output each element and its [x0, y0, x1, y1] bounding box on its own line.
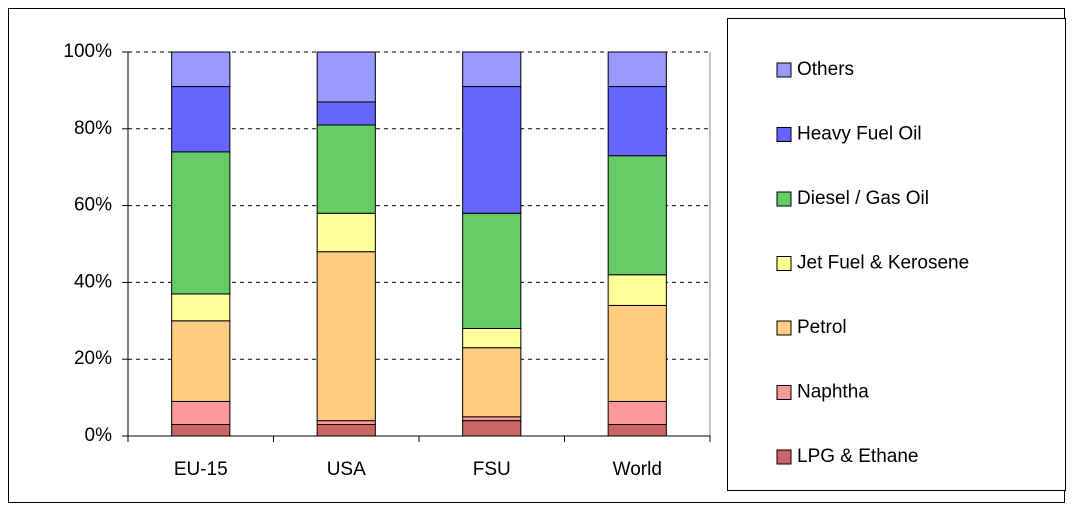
bar-segment: [316, 124, 376, 214]
bar-segment: [171, 423, 231, 437]
bar-segment: [171, 320, 231, 402]
bar-segment: [607, 423, 667, 437]
y-tick-label: 0%: [85, 425, 113, 446]
bar-segment: [607, 304, 667, 402]
bar-segment: [607, 155, 667, 276]
bar-segment: [462, 212, 522, 329]
legend-label: Others: [797, 59, 854, 80]
bar-segment: [462, 347, 522, 418]
bar-segment: [462, 51, 522, 88]
legend-swatch: [776, 320, 792, 336]
y-tick-label: 20%: [74, 348, 112, 369]
y-tick-label: 40%: [74, 271, 112, 292]
y-tick-label: 80%: [74, 118, 112, 139]
x-tick-label: FSU: [473, 459, 511, 480]
legend-swatch: [776, 256, 792, 271]
legend-swatch: [776, 127, 792, 142]
bar-segment: [171, 86, 231, 153]
bar-segment: [607, 86, 667, 157]
bar-segment: [316, 51, 376, 103]
y-tick-label: 60%: [74, 195, 112, 216]
legend-label: Diesel / Gas Oil: [797, 188, 929, 209]
bar-segment: [316, 423, 376, 437]
y-tick-label: 100%: [63, 41, 112, 62]
bar-segment: [607, 400, 667, 425]
x-tick-label: EU-15: [174, 459, 228, 480]
bar-segment: [462, 327, 522, 349]
legend-swatch: [776, 191, 792, 207]
bar-segment: [171, 400, 231, 425]
bar-segment: [607, 274, 667, 306]
x-tick-label: USA: [327, 459, 366, 480]
legend-label: Heavy Fuel Oil: [797, 124, 922, 145]
bar-segment: [171, 151, 231, 295]
legend-label: LPG & Ethane: [797, 446, 918, 467]
legend-swatch: [776, 449, 792, 465]
legend-swatch: [776, 385, 792, 400]
bar-segment: [316, 212, 376, 253]
bar-segment: [462, 416, 522, 422]
bar-segment: [171, 293, 231, 322]
bar-segment: [316, 251, 376, 422]
bar-segment: [462, 86, 522, 214]
x-tick-label: World: [613, 459, 662, 480]
legend-label: Jet Fuel & Kerosene: [797, 253, 969, 274]
bar-segment: [316, 101, 376, 126]
bar-segment: [607, 51, 667, 88]
bar-segment: [171, 51, 231, 88]
legend-label: Petrol: [797, 317, 847, 338]
bar-segment: [462, 420, 522, 437]
legend-label: Naphtha: [797, 382, 869, 403]
bar-segment: [316, 420, 376, 425]
legend-swatch: [776, 62, 792, 78]
legend-box: [727, 18, 1066, 491]
